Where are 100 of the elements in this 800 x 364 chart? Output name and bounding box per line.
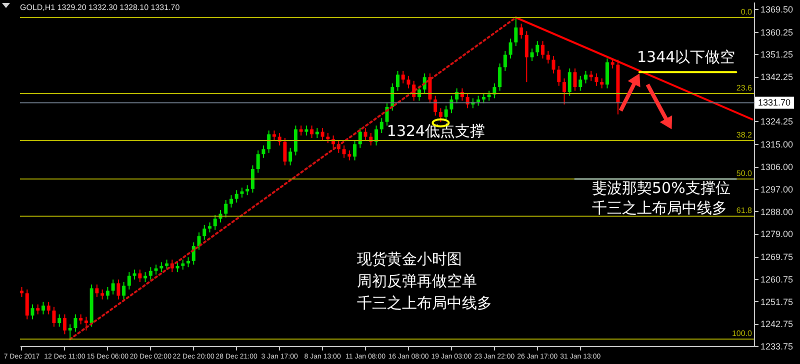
candlestick: [605, 58, 609, 89]
y-tick-label: 1297.00: [760, 184, 794, 194]
candlestick: [396, 70, 400, 92]
candlestick: [58, 314, 62, 328]
candlestick: [208, 222, 212, 233]
y-tick-label: 1315.00: [760, 140, 794, 150]
y-tick-label: 1279.00: [760, 229, 794, 240]
y-tick-label: 1288.00: [760, 206, 794, 217]
candlestick: [79, 314, 83, 325]
annotation: 100.0: [732, 329, 753, 338]
candlestick: [181, 259, 185, 270]
candlestick: [68, 324, 72, 340]
candlestick: [568, 68, 572, 96]
y-tick-label: 1269.75: [760, 252, 794, 262]
candlestick: [530, 48, 534, 62]
candlestick: [498, 62, 502, 92]
candlestick: [406, 75, 410, 89]
candlestick: [30, 304, 34, 320]
candlestick: [20, 286, 24, 298]
candlestick: [95, 284, 99, 298]
y-tick-label: 1360.25: [760, 27, 794, 38]
candlestick: [438, 108, 442, 122]
candlestick: [288, 147, 292, 166]
candlestick: [348, 150, 352, 161]
candlestick: [364, 128, 368, 141]
annotation: 1344以下做空: [637, 48, 736, 66]
candlestick: [111, 279, 115, 295]
candlestick: [304, 125, 308, 136]
annotation: 1324低点支撑: [386, 122, 486, 140]
candlestick: [536, 40, 540, 57]
candlestick: [41, 301, 45, 315]
candlestick: [224, 200, 228, 218]
candlestick: [380, 118, 384, 134]
candlestick: [342, 144, 346, 158]
candlestick: [546, 50, 550, 64]
candlestick: [267, 130, 271, 154]
candlestick: [283, 137, 287, 166]
ref-line-label: 1331.70: [758, 98, 791, 108]
candlestick: [401, 70, 405, 84]
candlestick: [320, 128, 324, 141]
candlestick: [132, 269, 136, 280]
candlestick: [589, 70, 593, 82]
candlestick: [229, 194, 233, 208]
candlestick: [294, 125, 298, 156]
candlestick: [106, 286, 110, 300]
y-tick-label: 1242.75: [760, 319, 794, 330]
annotation: 0.0: [740, 8, 753, 17]
candlestick: [524, 30, 528, 83]
candlestick: [514, 17, 518, 47]
candlestick: [176, 262, 180, 273]
candlestick: [116, 279, 120, 300]
candlestick: [562, 78, 566, 105]
candlestick: [552, 56, 556, 74]
candlestick: [36, 304, 40, 315]
annotation: 斐波那契50%支撑位: [592, 179, 730, 197]
candlestick: [46, 301, 50, 315]
candlestick: [148, 266, 152, 280]
candlestick: [353, 140, 357, 161]
y-tick-label: 1342.25: [760, 72, 794, 82]
candlestick: [256, 150, 260, 174]
candlestick: [122, 282, 126, 300]
candlestick: [444, 105, 448, 122]
candlestick: [541, 40, 545, 60]
candlestick: [508, 38, 512, 60]
candlestick: [213, 214, 217, 230]
candlestick: [434, 95, 438, 116]
candlestick: [234, 190, 238, 204]
annotation: 千三之上布局中线多: [592, 199, 727, 217]
annotation: 23.6: [736, 84, 753, 93]
candlestick: [450, 95, 454, 114]
candlestick: [262, 144, 266, 158]
candlestick: [240, 187, 244, 198]
annotation: 现货黄金小时图: [357, 250, 462, 268]
y-tick-label: 1233.75: [760, 342, 794, 352]
candlestick: [25, 288, 29, 320]
candlestick: [310, 125, 314, 138]
candlestick: [594, 72, 598, 86]
candlestick: [600, 78, 604, 89]
candlestick: [100, 288, 104, 300]
candlestick: [127, 272, 131, 290]
annotation: 50.0: [736, 168, 753, 178]
annotation: 38.2: [736, 130, 753, 140]
candlestick: [186, 256, 190, 268]
candlestick: [192, 242, 196, 266]
candlestick: [160, 262, 164, 273]
candlestick: [557, 65, 561, 86]
candlestick: [476, 95, 480, 106]
y-tick-label: 1351.25: [760, 50, 794, 60]
candlestick: [520, 23, 524, 40]
y-tick-label: 1306.00: [760, 162, 794, 172]
candlestick: [610, 58, 614, 69]
candlestick: [138, 269, 142, 283]
candlestick: [62, 314, 66, 335]
candlestick: [84, 316, 88, 331]
candlestick: [154, 264, 158, 276]
candlestick: [250, 164, 254, 194]
candlestick: [487, 90, 491, 102]
annotation: 61.8: [736, 206, 753, 216]
annotation: 周初反弹再做空单: [357, 272, 477, 290]
candlestick: [326, 132, 330, 144]
